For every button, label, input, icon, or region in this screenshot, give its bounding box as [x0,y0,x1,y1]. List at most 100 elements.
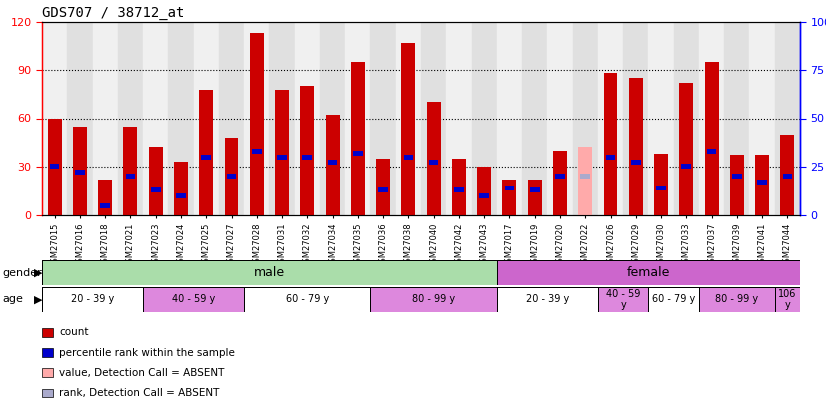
Bar [123,126,137,215]
Bar [149,147,163,215]
Bar [98,179,112,215]
Bar [202,155,211,160]
Bar [328,160,338,165]
Bar [67,22,93,215]
Bar [477,167,491,215]
Bar [295,22,320,215]
Bar [598,287,648,312]
Bar [193,22,219,215]
Bar [681,164,691,169]
Bar [151,188,160,192]
Bar [553,151,567,215]
Text: rank, Detection Call = ABSENT: rank, Detection Call = ABSENT [59,388,220,398]
Text: gender: gender [2,267,42,277]
Bar [275,90,289,215]
Text: male: male [254,266,285,279]
Bar [320,22,345,215]
Bar [496,22,522,215]
Text: ▶: ▶ [34,294,42,305]
Bar [73,126,87,215]
Bar [724,22,749,215]
Text: GDS707 / 38712_at: GDS707 / 38712_at [42,6,184,19]
Bar [699,287,775,312]
Bar [219,22,244,215]
Bar [581,174,590,179]
Bar [378,188,388,192]
Bar [396,22,421,215]
Bar [174,162,188,215]
Bar [249,33,263,215]
Bar [226,174,236,179]
Bar [648,22,674,215]
Bar [572,22,598,215]
Bar [429,160,439,165]
Bar [674,22,699,215]
Bar [631,160,641,165]
Bar [782,174,792,179]
Bar [548,22,572,215]
Text: value, Detection Call = ABSENT: value, Detection Call = ABSENT [59,368,225,378]
Bar [269,22,295,215]
Bar [376,159,390,215]
Bar [244,287,371,312]
Text: female: female [627,266,670,279]
Bar [757,180,767,185]
Text: age: age [2,294,23,305]
Bar [598,22,623,215]
Bar [775,287,800,312]
Text: 60 - 79 y: 60 - 79 y [652,294,695,305]
Bar [749,22,775,215]
Bar [452,159,466,215]
Bar [781,134,795,215]
Bar [126,174,135,179]
Bar [730,156,743,215]
Text: count: count [59,327,89,337]
Bar [100,203,110,208]
Bar [472,22,496,215]
Bar [244,22,269,215]
Bar [629,78,643,215]
Bar [199,90,213,215]
Bar [143,287,244,312]
Bar [654,154,668,215]
Bar [623,22,648,215]
Bar [48,119,62,215]
Bar [278,155,287,160]
Bar [604,73,618,215]
Bar [578,147,592,215]
Bar [454,188,463,192]
Bar [528,179,542,215]
Bar [93,22,118,215]
Bar [502,179,516,215]
Bar [143,22,169,215]
Bar [351,62,365,215]
Bar [345,22,371,215]
Bar [301,86,314,215]
Bar [522,22,548,215]
Text: 80 - 99 y: 80 - 99 y [715,294,758,305]
Bar [42,287,143,312]
Bar [371,22,396,215]
Bar [707,149,716,154]
Bar [50,164,59,169]
Bar [505,185,515,190]
Bar [169,22,193,215]
Text: 20 - 39 y: 20 - 39 y [71,294,114,305]
Bar [479,193,489,198]
Bar [225,138,239,215]
Bar [529,188,539,192]
Text: 60 - 79 y: 60 - 79 y [286,294,329,305]
Bar [42,22,67,215]
Bar [118,22,143,215]
Bar [775,22,800,215]
Bar [732,174,742,179]
Text: 40 - 59 y: 40 - 59 y [172,294,216,305]
Bar [705,62,719,215]
Text: ▶: ▶ [34,267,42,277]
Bar [605,155,615,160]
Text: 80 - 99 y: 80 - 99 y [412,294,455,305]
Bar [496,287,598,312]
Bar [401,43,415,215]
Bar [371,287,496,312]
Bar [656,185,666,190]
